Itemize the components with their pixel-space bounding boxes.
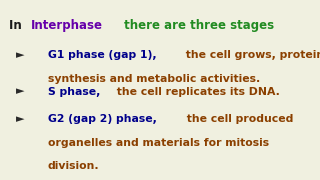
Text: Interphase: Interphase xyxy=(30,19,102,32)
Text: ►: ► xyxy=(16,50,24,60)
Text: there are three stages: there are three stages xyxy=(120,19,274,32)
Text: the cell replicates its DNA.: the cell replicates its DNA. xyxy=(113,87,280,96)
Text: G1 phase (gap 1),: G1 phase (gap 1), xyxy=(48,50,156,60)
Text: In: In xyxy=(10,19,26,32)
Text: S phase,: S phase, xyxy=(48,87,100,96)
Text: the cell produced: the cell produced xyxy=(183,114,293,124)
Text: division.: division. xyxy=(48,161,100,171)
Text: G2 (gap 2) phase,: G2 (gap 2) phase, xyxy=(48,114,157,124)
Text: organelles and materials for mitosis: organelles and materials for mitosis xyxy=(48,138,269,148)
Text: synthesis and metabolic activities.: synthesis and metabolic activities. xyxy=(48,74,260,84)
Text: ►: ► xyxy=(16,114,24,124)
Text: the cell grows, protein: the cell grows, protein xyxy=(182,50,320,60)
Text: ►: ► xyxy=(16,87,24,96)
